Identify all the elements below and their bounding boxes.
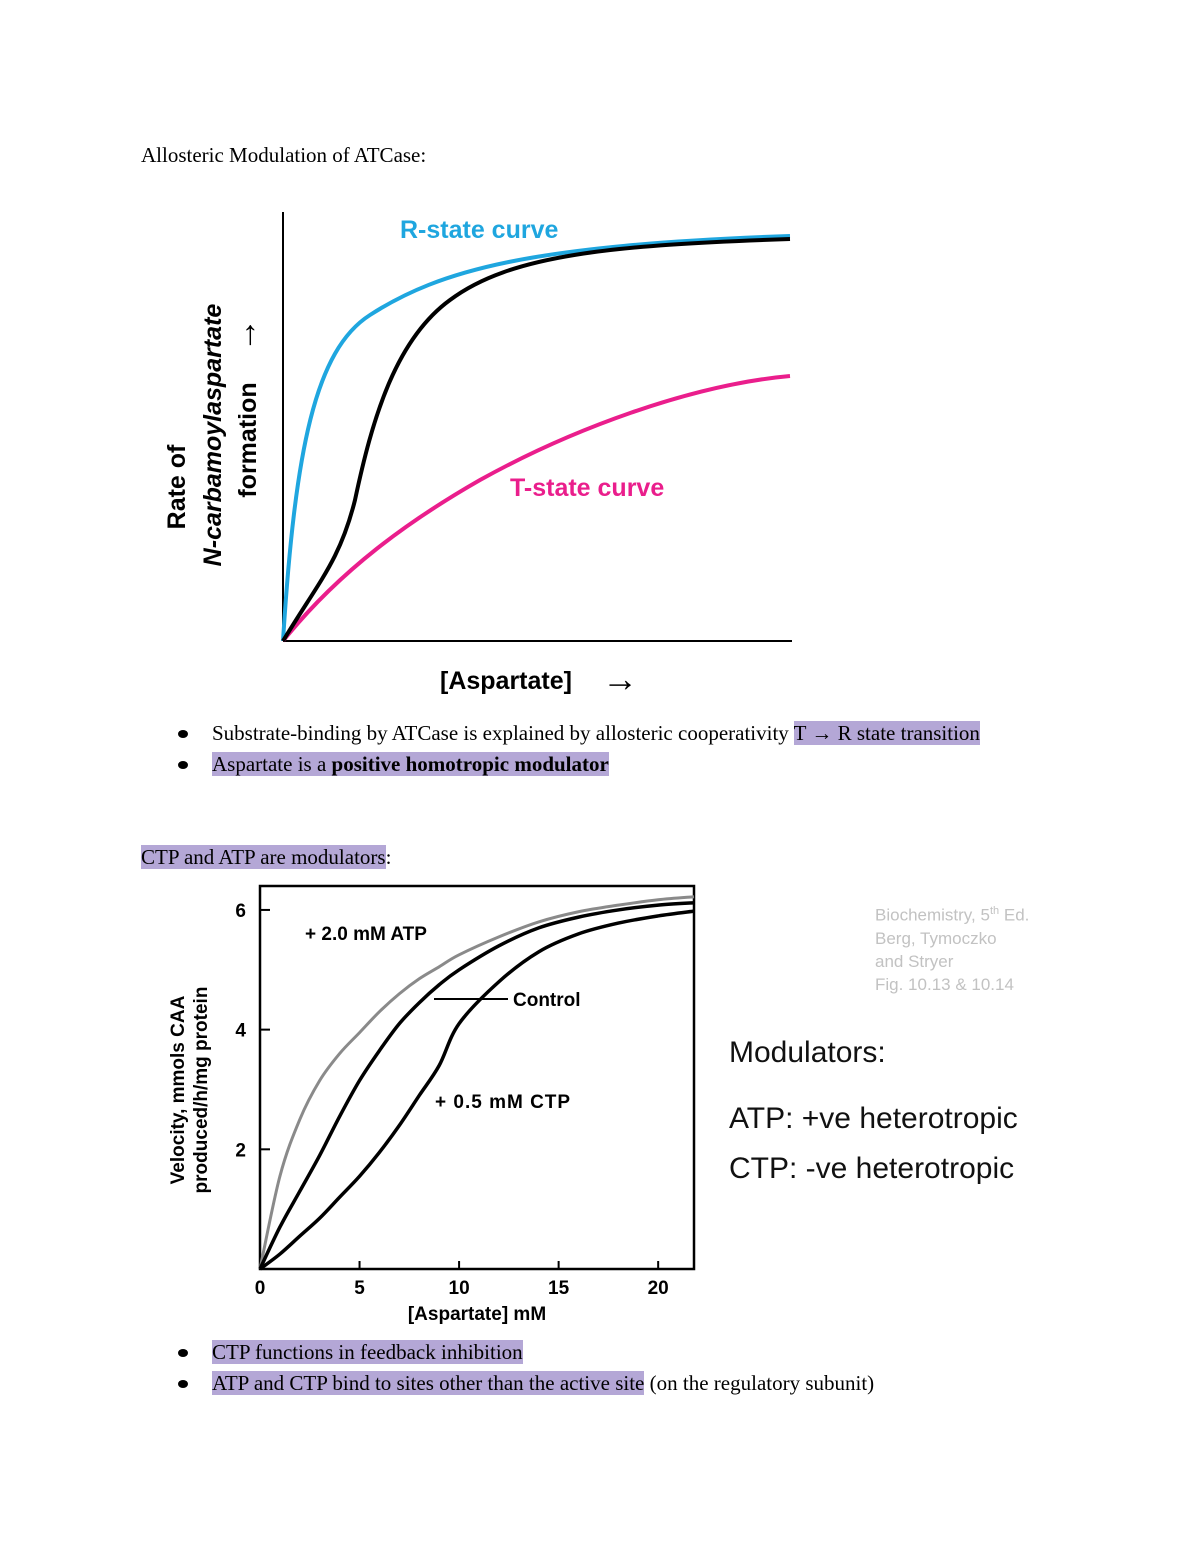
chart1-xlabel-arrow: → [602, 658, 638, 699]
list-item: CTP functions in feedback inhibition [174, 1337, 1074, 1368]
y-tick-label: 2 [235, 1140, 246, 1161]
figure-credit: Biochemistry, 5th Ed. Berg, Tymoczko and… [875, 900, 1029, 996]
r-state-curve [281, 234, 791, 642]
chart2-ticks: 0 5 10 15 20 2 4 6 [235, 901, 668, 1299]
chart1-ylabel-arrow: → [226, 318, 264, 352]
control-curve [258, 901, 695, 1270]
chart2-frame [258, 884, 696, 1271]
ctp-modulator: CTP: -ve heterotropic [729, 1152, 1015, 1185]
rt-state-chart: R-state curve T-state curve Rate of N-ca… [163, 212, 792, 699]
chart1-ylabel-line1: Rate of [163, 444, 191, 529]
bold-term: positive homotropic modulator [331, 752, 609, 776]
highlighted-text: CTP and ATP are modulators [141, 845, 386, 869]
ctp-curve [258, 909, 695, 1271]
credit-line: Fig. 10.13 & 10.14 [875, 974, 1014, 994]
highlighted-text: T → R state transition [793, 721, 980, 745]
y-tick-label: 6 [235, 901, 246, 922]
list-item: Substrate-binding by ATCase is explained… [174, 718, 1014, 749]
series-label-atp: + 2.0 mM ATP [305, 924, 427, 945]
bullet-list-2: CTP functions in feedback inhibition ATP… [174, 1337, 1074, 1399]
bullet-list-1: Substrate-binding by ATCase is explained… [174, 718, 1014, 780]
modulators-title: Modulators: [729, 1036, 886, 1069]
modulators-box: Modulators: ATP: +ve heterotropic CTP: -… [729, 1028, 1018, 1194]
credit-line: Biochemistry, 5th Ed. [875, 905, 1030, 925]
chart1-ylabel-line3: formation [234, 382, 262, 497]
chart2-series [258, 895, 695, 1271]
list-item-text: Aspartate is a [212, 752, 332, 776]
highlighted-text: Aspartate is a positive homotropic modul… [212, 752, 609, 776]
t-state-label: T-state curve [510, 474, 664, 502]
list-item: ATP and CTP bind to sites other than the… [174, 1368, 1074, 1399]
highlighted-text: ATP and CTP bind to sites other than the… [212, 1371, 645, 1395]
series-label-control: Control [513, 990, 581, 1011]
credit-line: and Stryer [875, 951, 954, 971]
t-state-curve [281, 374, 791, 643]
x-tick-label: 5 [354, 1278, 365, 1299]
velocity-chart: 0 5 10 15 20 2 4 6 + 2.0 mM ATP Control + 0.5 m… [168, 884, 696, 1325]
highlighted-text: CTP functions in feedback inhibition [212, 1340, 523, 1364]
x-tick-label: 0 [255, 1278, 266, 1299]
y-tick-label: 4 [235, 1021, 246, 1042]
x-tick-label: 10 [449, 1278, 470, 1299]
chart2-ylabel-line2: produced/h/mg protein [191, 987, 212, 1194]
chart1-xlabel: [Aspartate] [440, 667, 572, 695]
list-item-text: Substrate-binding by ATCase is explained… [212, 721, 794, 745]
list-item: Aspartate is a positive homotropic modul… [174, 749, 1014, 780]
x-tick-label: 15 [548, 1278, 570, 1299]
atp-curve [258, 895, 695, 1270]
chart2-ylabel-line1: Velocity, mmols CAA [168, 995, 189, 1184]
chart1-ylabel-line2: N-carbamoylaspartate [199, 304, 227, 567]
page-heading: Allosteric Modulation of ATCase: [141, 143, 427, 167]
subheading-colon: : [385, 845, 392, 869]
list-item-text: (on the regulatory subunit) [644, 1371, 875, 1395]
observed-curve [281, 237, 791, 643]
atp-modulator: ATP: +ve heterotropic [729, 1102, 1018, 1135]
credit-line: Berg, Tymoczko [875, 928, 997, 948]
r-state-label: R-state curve [400, 216, 558, 244]
x-tick-label: 20 [648, 1278, 669, 1299]
chart2-xlabel: [Aspartate] mM [408, 1304, 546, 1325]
modulators-subheading: CTP and ATP are modulators: [141, 845, 391, 870]
series-label-ctp: + 0.5 mM CTP [435, 1092, 571, 1113]
